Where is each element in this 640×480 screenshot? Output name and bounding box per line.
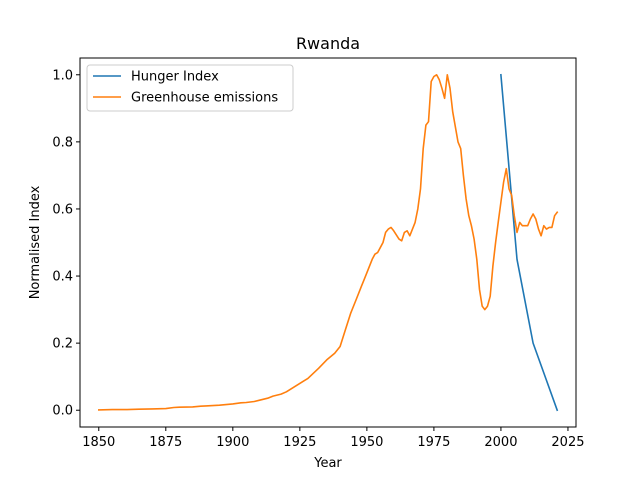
- legend-box: [86, 64, 294, 112]
- x-tick-label: 1900: [216, 435, 249, 450]
- y-tick-label: 0.8: [52, 135, 73, 150]
- y-axis: 0.0 0.2 0.4 0.6 0.8 1.0: [52, 68, 80, 419]
- x-tick-label: 1875: [149, 435, 182, 450]
- chart-title: Rwanda: [296, 34, 360, 53]
- x-tick-label: 1850: [82, 435, 115, 450]
- y-axis-label: Normalised Index: [28, 185, 43, 299]
- x-tick-label: 1925: [283, 435, 316, 450]
- legend-label-greenhouse-emissions: Greenhouse emissions: [131, 91, 278, 106]
- x-axis-label: Year: [313, 456, 342, 471]
- x-tick-label: 2000: [484, 435, 517, 450]
- y-tick-label: 0.4: [52, 270, 73, 285]
- x-tick-label: 1950: [350, 435, 383, 450]
- legend: Hunger Index Greenhouse emissions: [86, 64, 294, 112]
- series-line-hunger-index: [500, 73, 559, 412]
- y-tick-label: 0.6: [52, 202, 73, 217]
- x-tick-label: 2025: [551, 435, 584, 450]
- x-tick-label: 1975: [417, 435, 450, 450]
- y-tick-label: 0.0: [52, 404, 73, 419]
- legend-label-hunger-index: Hunger Index: [131, 70, 219, 85]
- series-line-greenhouse-emissions: [97, 74, 559, 411]
- y-tick-label: 0.2: [52, 337, 73, 352]
- y-tick-label: 1.0: [52, 68, 73, 83]
- plot-frame: [79, 57, 577, 428]
- plot-lines: [97, 73, 559, 412]
- x-axis: 1850 1875 1900 1925 1950 1975 2000 2025: [82, 427, 585, 450]
